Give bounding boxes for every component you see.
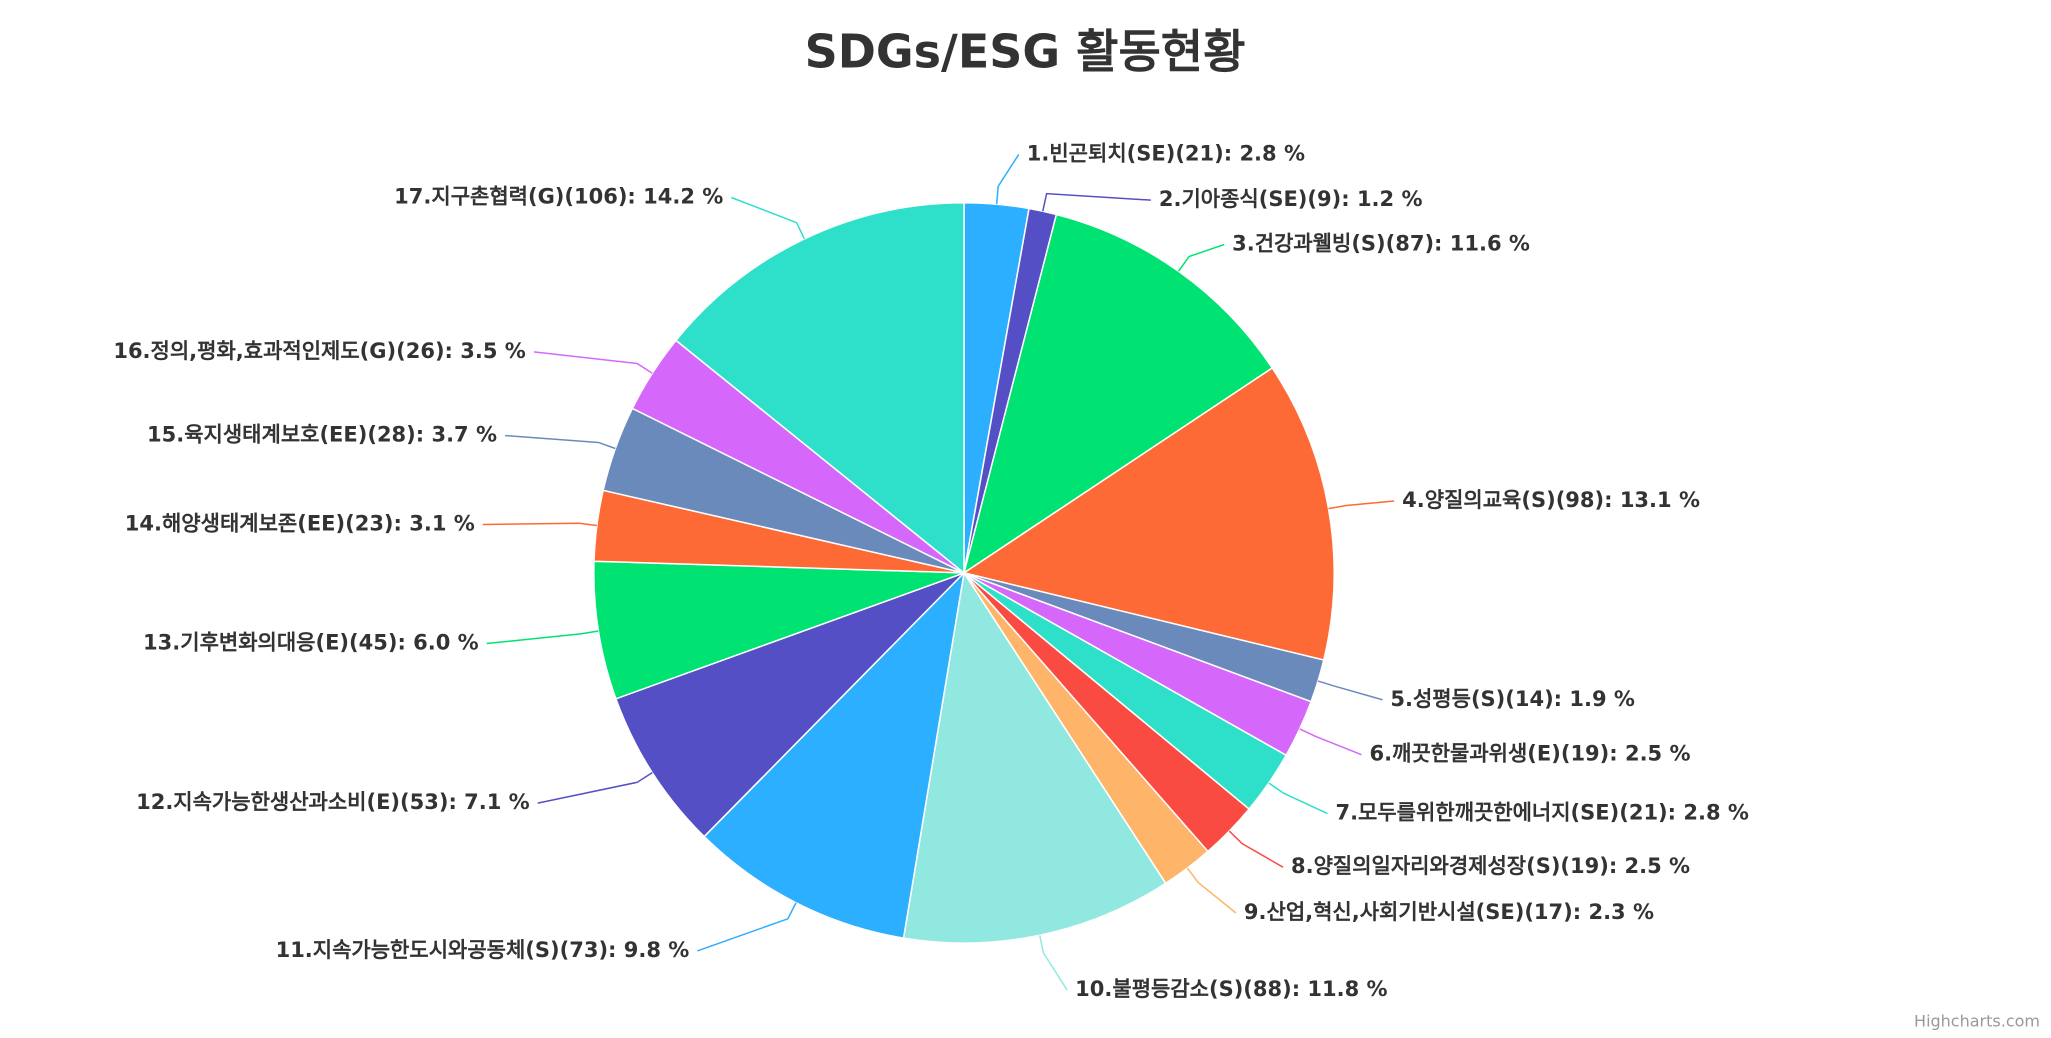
connector: [1186, 867, 1237, 914]
data-label: 14.해양생태계보존(EE)(23): 3.1 %: [125, 512, 475, 536]
label-category: 15.육지생태계보호(EE): [147, 423, 367, 447]
label-value: (21): 2.8 %: [1175, 141, 1305, 165]
label-value: (98): 13.1 %: [1556, 488, 1700, 512]
data-label: 12.지속가능한생산과소비(E)(53): 7.1 %: [136, 790, 530, 814]
connector: [486, 630, 599, 645]
chart-title: SDGs/ESG 활동현황: [805, 25, 1246, 79]
pie-slice: [674, 201, 965, 575]
label-value: (106): 14.2 %: [564, 185, 723, 209]
label-category: 5.성평등(S): [1390, 687, 1505, 711]
label-value: (19): 2.5 %: [1561, 742, 1691, 766]
label-value: (87): 11.6 %: [1386, 232, 1530, 256]
label-category: 2.기아종식(SE): [1159, 187, 1308, 211]
label-value: (45): 6.0 %: [349, 631, 479, 655]
connector: [1039, 935, 1068, 991]
label-value: (26): 3.5 %: [396, 339, 526, 363]
label-category: 10.불평등감소(S): [1075, 977, 1243, 1001]
data-label: 15.육지생태계보호(EE)(28): 3.7 %: [147, 423, 497, 447]
data-label: 9.산업,혁신,사회기반시설(SE)(17): 2.3 %: [1244, 900, 1654, 924]
connector: [1317, 680, 1383, 701]
label-value: (9): 1.2 %: [1307, 187, 1422, 211]
connector: [1042, 192, 1151, 212]
label-category: 7.모두를위한깨끗한에너지(SE): [1335, 801, 1619, 825]
label-value: (23): 3.1 %: [345, 512, 475, 536]
data-label: 11.지속가능한도시와공동체(S)(73): 9.8 %: [276, 938, 690, 962]
pie-slice: [962, 366, 1335, 661]
connector: [1177, 243, 1225, 272]
credits[interactable]: Highcharts.com: [1914, 1012, 2040, 1031]
label-category: 16.정의,평화,효과적인제도(G): [113, 339, 396, 363]
label-value: (88): 11.8 %: [1243, 977, 1387, 1001]
data-label: 7.모두를위한깨끗한에너지(SE)(21): 2.8 %: [1335, 801, 1748, 825]
data-label: 2.기아종식(SE)(9): 1.2 %: [1159, 187, 1423, 211]
data-label: 5.성평등(S)(14): 1.9 %: [1390, 687, 1635, 711]
connector: [697, 902, 797, 952]
label-value: (21): 2.8 %: [1619, 801, 1749, 825]
label-category: 14.해양생태계보존(EE): [125, 512, 345, 536]
connector: [1328, 500, 1395, 510]
data-label: 17.지구촌협력(G)(106): 14.2 %: [394, 185, 723, 209]
label-value: (17): 2.3 %: [1524, 900, 1654, 924]
label-category: 8.양질의일자리와경제성장(S): [1291, 854, 1560, 878]
pie-slice: [962, 213, 1274, 575]
data-label: 13.기후변화의대응(E)(45): 6.0 %: [143, 631, 479, 655]
label-value: (14): 1.9 %: [1505, 687, 1635, 711]
label-value: (53): 7.1 %: [400, 790, 530, 814]
label-category: 11.지속가능한도시와공동체(S): [276, 938, 560, 962]
connector: [533, 351, 653, 374]
label-value: (73): 9.8 %: [560, 938, 690, 962]
pie-slice: [614, 572, 965, 838]
label-category: 17.지구촌협력(G): [394, 185, 564, 209]
data-label: 8.양질의일자리와경제성장(S)(19): 2.5 %: [1291, 854, 1690, 878]
label-category: 12.지속가능한생산과소비(E): [136, 790, 400, 814]
label-category: 13.기후변화의대응(E): [143, 631, 349, 655]
pie-slice: [593, 560, 965, 700]
data-label: 3.건강과웰빙(S)(87): 11.6 %: [1232, 232, 1530, 256]
connector: [537, 771, 653, 804]
data-label: 4.양질의교육(S)(98): 13.1 %: [1402, 488, 1700, 512]
data-label: 6.깨끗한물과위생(E)(19): 2.5 %: [1369, 742, 1690, 766]
label-category: 9.산업,혁신,사회기반시설(SE): [1244, 900, 1524, 924]
label-category: 6.깨끗한물과위생(E): [1369, 742, 1560, 766]
connector: [1299, 728, 1362, 756]
label-category: 3.건강과웰빙(S): [1232, 232, 1386, 256]
data-label: 10.불평등감소(S)(88): 11.8 %: [1075, 977, 1387, 1001]
connector: [1228, 830, 1284, 868]
data-label: 1.빈곤퇴치(SE)(21): 2.8 %: [1027, 141, 1305, 165]
label-value: (28): 3.7 %: [367, 423, 497, 447]
connector: [1268, 782, 1328, 815]
label-category: 1.빈곤퇴치(SE): [1027, 141, 1176, 165]
connector: [482, 522, 597, 527]
connector: [731, 196, 806, 240]
pie-slice: [703, 570, 966, 939]
data-label: 16.정의,평화,효과적인제도(G)(26): 3.5 %: [113, 339, 525, 363]
label-category: 4.양질의교육(S): [1402, 488, 1556, 512]
label-value: (19): 2.5 %: [1560, 854, 1690, 878]
connector: [504, 434, 616, 450]
connector: [995, 153, 1020, 205]
